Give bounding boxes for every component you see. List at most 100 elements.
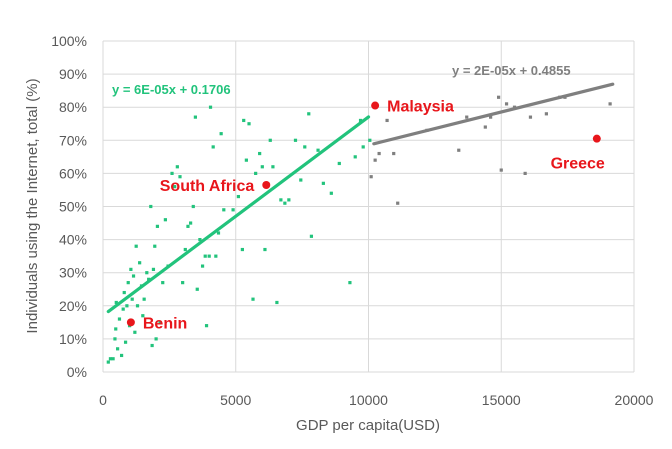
data-point-low-income [214, 254, 218, 258]
data-point-low-income [181, 281, 185, 285]
highlight-point-greece [592, 134, 601, 143]
data-point-low-income [329, 191, 333, 195]
y-axis-ticks: 0% 10% 20% 30% 40% 50% 60% 70% 80% 90% 100% [51, 33, 87, 380]
data-point-low-income [279, 198, 283, 202]
y-tick-label: 10% [59, 331, 87, 347]
data-point-low-income [161, 281, 165, 285]
data-point-low-income [203, 254, 207, 258]
data-point-high-income [373, 158, 377, 162]
highlight-point-malaysia [371, 101, 380, 110]
data-point-low-income [293, 138, 298, 142]
data-point-low-income [268, 138, 272, 142]
data-point-high-income [377, 151, 381, 156]
data-point-low-income [163, 218, 167, 222]
data-point-low-income [134, 244, 138, 248]
data-point-low-income [114, 300, 118, 305]
data-point-low-income [309, 234, 314, 238]
data-point-low-income [153, 244, 157, 248]
data-point-low-income [138, 261, 142, 265]
data-point-low-income [242, 118, 246, 123]
y-tick-label: 90% [59, 66, 87, 82]
data-point-low-income [207, 254, 211, 258]
data-point-low-income [191, 204, 195, 209]
data-point-low-income [353, 155, 357, 159]
trendline-equation-high-income: y = 2E-05x + 0.4855 [452, 63, 571, 78]
data-point-low-income [193, 115, 197, 119]
data-point-low-income [189, 221, 193, 225]
data-point-low-income [141, 314, 145, 318]
data-point-low-income [170, 171, 174, 175]
data-point-high-income [392, 151, 396, 156]
data-point-low-income [200, 264, 205, 268]
data-point-low-income [303, 145, 307, 149]
data-point-low-income [271, 165, 275, 169]
data-point-high-income [504, 102, 509, 106]
data-point-low-income [117, 317, 122, 321]
data-point-low-income [231, 208, 235, 212]
data-point-low-income [361, 145, 365, 149]
highlight-label-south-africa: South Africa [160, 178, 255, 195]
data-point-low-income [113, 337, 117, 341]
data-point-low-income [251, 297, 255, 301]
data-point-low-income [131, 274, 136, 278]
data-point-high-income [499, 168, 503, 172]
data-point-low-income [178, 175, 182, 179]
data-point-low-income [283, 201, 287, 205]
data-point-low-income [337, 161, 341, 166]
trendline-equation-low-income: y = 6E-05x + 0.1706 [112, 82, 231, 97]
y-axis-title: Individuals using the Internet, total (%… [24, 78, 41, 333]
data-point-low-income [260, 165, 264, 169]
y-tick-label: 40% [59, 232, 87, 248]
data-point-low-income [219, 132, 223, 136]
data-point-high-income [385, 118, 389, 123]
data-point-low-income [173, 185, 177, 189]
data-point-low-income [154, 337, 158, 341]
highlight-label-benin: Benin [143, 315, 187, 332]
y-tick-label: 20% [59, 298, 87, 314]
data-point-low-income [321, 181, 325, 185]
data-point-low-income [135, 304, 140, 308]
data-point-low-income [108, 357, 113, 361]
y-tick-label: 60% [59, 165, 87, 181]
data-point-low-income [151, 267, 156, 271]
data-point-low-income [149, 204, 153, 209]
highlighted-countries: Benin South Africa Malaysia Greece [126, 99, 605, 332]
data-point-low-income [254, 171, 258, 175]
data-point-low-income [240, 247, 244, 252]
x-tick-label: 15000 [482, 392, 521, 408]
data-point-low-income [198, 238, 202, 242]
data-point-low-income [129, 267, 133, 271]
data-point-low-income [287, 198, 291, 202]
data-point-low-income [222, 208, 226, 212]
data-point-low-income [244, 158, 248, 162]
data-point-low-income [208, 105, 213, 109]
highlight-label-malaysia: Malaysia [387, 99, 454, 116]
x-axis-ticks: 0 5000 10000 15000 20000 [99, 392, 654, 408]
trendline-high-income [372, 82, 615, 146]
highlight-point-south-africa [262, 180, 271, 189]
data-point-low-income [155, 224, 160, 228]
data-point-high-income [544, 112, 548, 116]
data-point-high-income [483, 125, 487, 129]
data-point-low-income [275, 300, 279, 305]
trendline-low-income [106, 115, 371, 314]
data-point-low-income [126, 281, 130, 285]
data-point-low-income [299, 178, 303, 182]
x-tick-label: 20000 [615, 392, 654, 408]
data-point-high-income [523, 171, 527, 175]
data-point-low-income [125, 304, 129, 308]
data-point-low-income [145, 271, 149, 275]
data-point-low-income [122, 290, 126, 295]
data-point-low-income [142, 297, 146, 301]
data-point-low-income [116, 347, 120, 351]
data-point-high-income [465, 115, 469, 119]
data-point-low-income [204, 324, 209, 328]
data-points [106, 95, 612, 364]
data-point-low-income [316, 148, 320, 152]
data-point-high-income [396, 201, 400, 205]
data-point-low-income [114, 327, 118, 331]
data-point-high-income [528, 115, 533, 119]
data-point-low-income [121, 307, 125, 311]
y-tick-label: 100% [51, 33, 87, 49]
